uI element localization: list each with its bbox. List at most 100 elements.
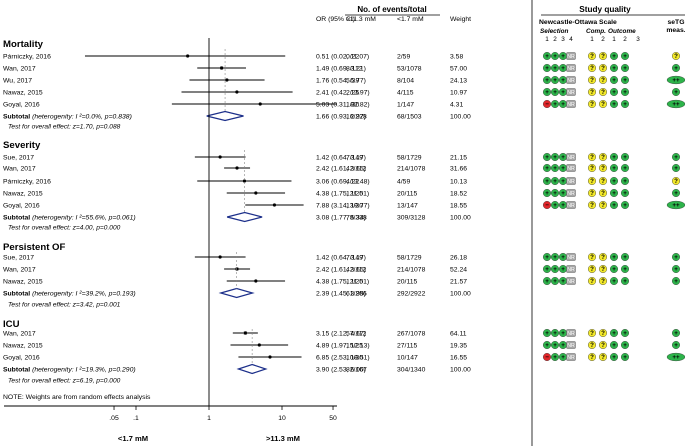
quality-badge-symbol: +: [553, 342, 557, 349]
or-ci-value: 6.85 (2.53, 18.51): [316, 355, 370, 362]
quality-badge: [551, 63, 560, 72]
quality-badge-na-text: NR: [567, 54, 575, 60]
quality-badge: [610, 87, 619, 96]
quality-badge-symbol: +: [623, 53, 627, 60]
quality-badge: [621, 188, 630, 197]
outcome-num: 3: [636, 36, 640, 43]
setg-badge-symbol: +: [674, 254, 678, 261]
quality-badge-symbol: +: [545, 278, 549, 285]
quality-badge: [621, 277, 630, 286]
setg-plusplus-symbol: ++: [672, 101, 680, 108]
weights-note: NOTE: Weights are from random effects an…: [3, 394, 151, 401]
point-estimate: [218, 255, 222, 259]
quality-badge-na-text: NR: [567, 179, 575, 185]
quality-badge-na-text: NR: [567, 191, 575, 197]
quality-badge-symbol: +: [612, 342, 616, 349]
setg-badge-symbol: +: [674, 154, 678, 161]
quality-badge-symbol: +: [561, 53, 565, 60]
quality-badge-symbol: +: [623, 77, 627, 84]
events-high-value: 4/22: [346, 179, 359, 186]
setg-badge: [672, 87, 681, 96]
or-ci-value: 2.42 (1.61, 3.65): [316, 166, 366, 173]
quality-badge: [551, 277, 560, 286]
weight-value: 16.55: [450, 355, 467, 362]
quality-badge-symbol: +: [561, 154, 565, 161]
setg-subheader: meas.: [666, 27, 685, 34]
quality-badge-symbol: +: [561, 89, 565, 96]
events-high-value: 42/112: [346, 267, 367, 274]
quality-badge-symbol: ?: [590, 53, 594, 60]
quality-badge: [588, 63, 597, 72]
study-label: Wan, 2017: [3, 331, 36, 338]
quality-badge-symbol: ?: [590, 254, 594, 261]
quality-badge: [551, 341, 560, 350]
quality-badge-na: [566, 253, 576, 261]
quality-badge-na: [566, 277, 576, 285]
setg-badge: [672, 265, 681, 274]
subtotal-weight: 100.00: [450, 215, 471, 222]
quality-badge: [551, 99, 560, 108]
quality-badge-symbol: ?: [601, 65, 605, 72]
quality-badge: [551, 163, 560, 172]
quality-badge: [588, 176, 597, 185]
point-estimate: [235, 90, 239, 94]
quality-badge-symbol: +: [561, 330, 565, 337]
events-low-value: 20/115: [397, 191, 418, 198]
quality-badge-symbol: +: [623, 202, 627, 209]
quality-badge-na: [566, 164, 576, 172]
events-high-value: 1/30: [346, 102, 359, 109]
subtotal-label: Subtotal (heterogenity: I ²=39.2%, p=0.1…: [3, 291, 136, 298]
quality-badge-symbol: +: [623, 342, 627, 349]
or-ci-value: 4.38 (1.75, 11.01): [316, 279, 369, 286]
quality-badge: [599, 329, 608, 338]
quality-badge-symbol: +: [553, 278, 557, 285]
quality-badge-symbol: +: [561, 77, 565, 84]
quality-badge-symbol: ?: [601, 266, 605, 273]
quality-badge: [621, 75, 630, 84]
subtotal-diamond: [206, 110, 244, 122]
quality-badge: [588, 75, 597, 84]
quality-badge-na: [566, 52, 576, 60]
quality-badge-na: [566, 189, 576, 197]
quality-badge-symbol: +: [612, 354, 616, 361]
point-estimate: [220, 66, 224, 70]
point-estimate: [258, 102, 262, 106]
quality-badge-na: [566, 341, 576, 349]
quality-badge-symbol: +: [623, 65, 627, 72]
quality-badge-na: [566, 177, 576, 185]
quality-badge-symbol: −: [545, 202, 549, 209]
quality-badge-symbol: +: [623, 354, 627, 361]
quality-badge: [551, 200, 560, 209]
quality-badge: [543, 99, 552, 108]
weight-value: 26.18: [450, 255, 467, 262]
or-ci-value: 5.03 (0.31, 82.82): [316, 102, 370, 109]
quality-badge: [610, 99, 619, 108]
setg-plusplus-symbol: ++: [672, 77, 680, 84]
quality-badge-na-text: NR: [567, 155, 575, 161]
quality-badge: [599, 99, 608, 108]
events-header: No. of events/total: [357, 5, 426, 14]
overall-effect-test: Test for overall effect: z=4.00, p=0.000: [8, 225, 121, 232]
quality-badge: [610, 200, 619, 209]
quality-badge: [543, 63, 552, 72]
quality-badge-symbol: +: [623, 190, 627, 197]
events-high-value: 12/25: [346, 279, 363, 286]
quality-badge: [588, 87, 597, 96]
setg-badge: [672, 152, 681, 161]
subtotal-events-high: 16/228: [346, 114, 367, 121]
overall-effect-test: Test for overall effect: z=6.19, p=0.000: [8, 378, 121, 385]
setg-badge: [672, 163, 681, 172]
quality-badge: [551, 75, 560, 84]
quality-badge-symbol: +: [553, 65, 557, 72]
setg-badge: [672, 63, 681, 72]
quality-badge-symbol: +: [612, 65, 616, 72]
events-high-value: 12/25: [346, 191, 363, 198]
point-estimate: [186, 54, 190, 58]
quality-badge: [599, 63, 608, 72]
quality-badge: [551, 152, 560, 161]
setg-badge: [672, 52, 681, 61]
quality-badge-symbol: +: [612, 165, 616, 172]
quality-badge-symbol: +: [612, 178, 616, 185]
quality-badge: [551, 87, 560, 96]
study-label: Goyal, 2016: [3, 355, 40, 362]
